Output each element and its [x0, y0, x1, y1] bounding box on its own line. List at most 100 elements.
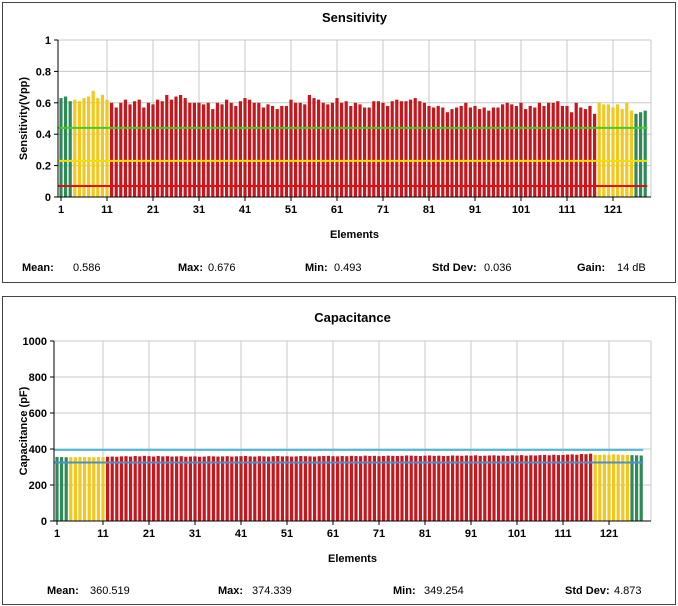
- bar-element-67: [363, 107, 367, 197]
- x-tick-label: 21: [147, 204, 159, 216]
- bar-element-45: [257, 456, 261, 521]
- bar-element-83: [432, 455, 436, 521]
- bar-element-7: [83, 457, 87, 521]
- bar-element-25: [169, 99, 173, 197]
- bar-element-14: [119, 102, 123, 197]
- bar-element-28: [183, 98, 187, 197]
- bar-element-55: [303, 456, 307, 521]
- bar-element-52: [290, 456, 294, 521]
- bar-element-93: [482, 107, 486, 197]
- bar-element-56: [308, 456, 312, 521]
- stat-label: Gain:: [577, 262, 606, 274]
- bar-element-49: [280, 105, 284, 197]
- stat-value: 374.339: [252, 585, 292, 597]
- bar-element-17: [129, 456, 133, 521]
- bar-element-100: [510, 455, 514, 521]
- chart-title: Capacitance: [314, 310, 391, 325]
- stat-label: Mean:: [47, 585, 79, 597]
- bar-element-60: [330, 102, 334, 197]
- bar-element-86: [446, 455, 450, 521]
- bar-element-6: [82, 98, 86, 197]
- bar-element-11: [105, 99, 109, 197]
- bar-element-14: [115, 456, 119, 521]
- x-axis-label: Elements: [328, 553, 377, 565]
- bar-element-21: [147, 456, 151, 521]
- bar-element-58: [321, 102, 325, 197]
- x-tick-label: 81: [419, 528, 431, 540]
- stat-label: Std Dev:: [432, 262, 477, 274]
- x-tick-label: 121: [604, 204, 622, 216]
- bar-element-98: [505, 102, 509, 197]
- bar-element-89: [460, 455, 464, 521]
- bar-element-42: [244, 456, 248, 521]
- bar-element-120: [606, 104, 610, 197]
- bar-element-88: [455, 455, 459, 521]
- bar-element-67: [359, 456, 363, 521]
- bar-element-22: [156, 99, 160, 197]
- bar-element-27: [175, 456, 179, 521]
- stat-label: Max:: [218, 585, 244, 597]
- bar-element-83: [436, 105, 440, 197]
- bar-element-29: [184, 456, 188, 521]
- bar-element-96: [496, 107, 500, 197]
- bar-element-110: [560, 105, 564, 197]
- bar-element-16: [128, 104, 132, 197]
- bar-element-18: [133, 456, 137, 521]
- bar-element-112: [566, 454, 570, 521]
- bar-element-53: [298, 102, 302, 197]
- stat-value: 0.676: [208, 262, 236, 274]
- bar-element-36: [216, 456, 220, 521]
- x-tick-label: 51: [281, 528, 293, 540]
- bar-element-64: [345, 456, 349, 521]
- x-tick-label: 121: [600, 528, 618, 540]
- y-tick-label: 0: [41, 516, 47, 528]
- bar-element-84: [437, 455, 441, 521]
- bar-element-113: [574, 102, 578, 197]
- bar-element-35: [215, 102, 219, 197]
- bar-element-58: [317, 456, 321, 521]
- bar-element-64: [349, 105, 353, 197]
- bar-element-62: [336, 456, 340, 521]
- bar-element-91: [473, 105, 477, 197]
- bar-element-96: [492, 455, 496, 521]
- bar-element-100: [514, 105, 518, 197]
- bar-element-2: [64, 96, 68, 197]
- x-tick-label: 91: [469, 204, 481, 216]
- bar-element-41: [239, 456, 243, 521]
- bar-element-31: [193, 456, 197, 521]
- bar-element-82: [428, 455, 432, 521]
- bar-element-110: [556, 455, 560, 521]
- bar-element-1: [55, 456, 59, 521]
- bar-element-20: [146, 102, 150, 197]
- bar-element-115: [579, 454, 583, 521]
- bar-element-56: [312, 98, 316, 197]
- bar-element-81: [427, 105, 431, 197]
- bar-element-108: [547, 455, 551, 521]
- bar-element-63: [344, 101, 348, 197]
- bar-element-46: [266, 104, 270, 197]
- bar-element-101: [519, 102, 523, 197]
- bar-element-126: [634, 113, 638, 197]
- x-tick-label: 51: [285, 204, 297, 216]
- y-axis-label: Sensitivity(Vpp): [18, 77, 30, 160]
- y-tick-label: 0.4: [36, 129, 52, 141]
- bar-element-47: [267, 456, 271, 521]
- bar-element-97: [497, 455, 501, 521]
- x-tick-label: 91: [465, 528, 477, 540]
- bar-element-8: [87, 457, 91, 521]
- bar-element-36: [220, 104, 224, 197]
- bar-element-59: [326, 104, 330, 197]
- bar-element-43: [252, 102, 256, 197]
- bar-element-123: [620, 109, 624, 197]
- bar-element-13: [110, 456, 114, 521]
- bar-element-74: [395, 99, 399, 197]
- bar-element-12: [106, 456, 110, 521]
- bar-element-120: [602, 454, 606, 521]
- x-axis-label: Elements: [330, 229, 379, 241]
- bar-element-46: [262, 456, 266, 521]
- bar-element-122: [616, 104, 620, 197]
- bar-element-76: [400, 455, 404, 521]
- bar-element-66: [354, 456, 358, 521]
- bar-element-41: [243, 98, 247, 197]
- bar-element-5: [73, 457, 77, 521]
